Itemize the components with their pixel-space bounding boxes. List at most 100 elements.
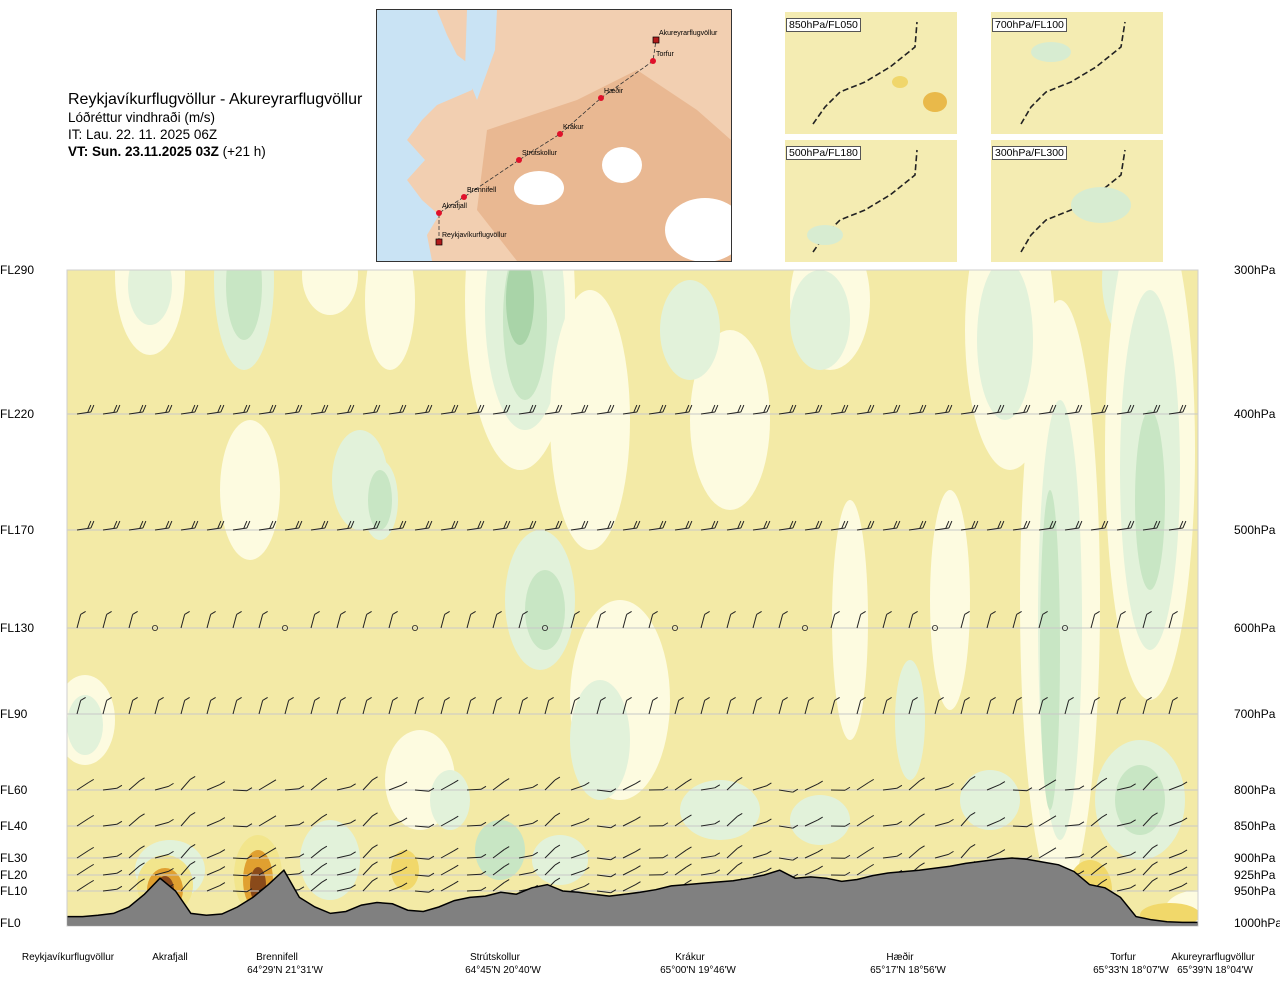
wind-barb [856,697,866,715]
wind-barb [180,861,196,876]
wind-barb [518,520,537,531]
wind-barb [960,697,970,715]
velocity-plume [67,695,103,755]
wind-barb [856,846,874,859]
wind-barb [986,849,1006,859]
wind-barb [804,865,823,876]
wind-barb [1090,845,1108,859]
wind-barb [414,888,435,893]
wind-barb [388,404,407,415]
wind-barb [701,270,705,271]
wind-barb [908,845,925,859]
mini-map-700: 700hPa/FL100 [991,12,1163,134]
wind-barb [128,611,138,629]
wind-barb [362,611,372,629]
wind-barb [700,611,710,629]
wind-barb [102,869,123,876]
calm-wind-marker [411,625,418,632]
wind-barb [232,787,253,792]
wind-barb [570,818,590,827]
waypoint-coord: 64°45'N 20°40'W [465,965,541,976]
wind-barb [882,820,903,827]
wind-barb [310,777,328,791]
wind-barb [389,270,393,271]
wind-barb [284,520,303,531]
map-point-marker [598,95,604,101]
wind-barb [1039,270,1043,271]
wind-barb [284,785,305,791]
wind-barb [752,850,772,859]
wind-barb [960,611,970,629]
wind-barb [544,520,563,531]
wind-barb [1090,862,1108,876]
wind-barb [76,846,94,859]
wind-barb [674,863,692,876]
wind-barb [258,611,268,629]
downdraft-patch [391,850,419,890]
wind-barb [258,847,277,859]
wind-barb [128,777,145,791]
map-airport-marker [435,238,443,246]
wind-barb [726,777,743,791]
wind-barb [206,520,225,531]
velocity-plume [960,770,1020,830]
wind-barb [129,270,133,271]
map-point-marker [516,157,522,163]
wind-barb [648,786,669,791]
wind-barb [882,520,901,531]
wind-barb [362,861,378,876]
wind-barb [622,520,641,531]
wind-barb [1142,776,1158,791]
bottom-axis-waypoints: Reykjavíkurflugvöllur Akrafjall Brennifell… [22,951,1255,976]
wind-barb [76,814,94,827]
wind-barb [310,520,329,531]
wind-barb [1168,866,1188,876]
wind-barb [1169,270,1173,271]
wind-barb [103,270,107,271]
wind-barb [206,404,225,415]
velocity-plume [300,820,360,900]
wind-barb [414,520,433,531]
fjord [465,10,497,100]
wind-barb [700,520,719,531]
wind-barb [986,404,1005,415]
wind-barb [492,697,502,715]
mini-map-label: 300hPa/FL300 [992,146,1067,160]
right-axis-label: 800hPa [1234,783,1276,797]
valid-time: VT: Sun. 23.11.2025 03Z [68,144,219,159]
wind-barb [207,270,211,271]
map-point-label: Krákur [563,124,584,131]
wind-barb [76,778,94,791]
wind-barb [1091,270,1095,271]
wind-barb [1116,697,1126,715]
calm-wind-marker [802,625,809,632]
velocity-plume [226,270,262,340]
wind-barb [830,404,849,415]
left-axis-label: FL60 [0,783,28,797]
wind-barb [752,782,772,791]
wind-barb [804,697,814,715]
wind-barb [804,404,823,415]
wind-barb [206,849,226,859]
wind-barb [440,815,459,827]
wind-barb [1038,520,1057,531]
glacier-1 [514,171,564,205]
velocity-plume [302,270,358,315]
wind-barb [960,844,976,859]
wind-barb [128,862,145,876]
wind-barb [596,788,617,793]
wind-barb [518,819,539,827]
wind-barb [1143,270,1147,271]
wind-barb [102,404,121,415]
left-axis-label: FL20 [0,868,28,882]
wind-barb [596,404,615,415]
wind-barb [362,844,378,859]
velocity-plume [832,500,868,740]
wind-barb [388,849,408,859]
velocity-plume [690,330,770,510]
wind-barb [960,520,979,531]
wind-barb [362,520,381,531]
wind-barb [441,270,445,271]
wind-barb [1012,611,1022,629]
wind-barb [648,611,658,629]
